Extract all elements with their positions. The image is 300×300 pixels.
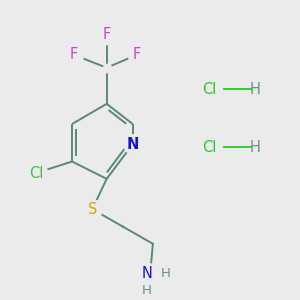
Text: H: H <box>142 284 152 297</box>
Text: N: N <box>127 137 139 152</box>
Text: Cl: Cl <box>202 140 216 154</box>
Text: F: F <box>133 47 141 62</box>
Text: Cl: Cl <box>202 82 216 97</box>
Text: S: S <box>88 202 97 217</box>
Text: H: H <box>161 267 171 280</box>
Text: Cl: Cl <box>29 166 43 181</box>
Text: H: H <box>250 82 261 97</box>
Text: F: F <box>69 47 78 62</box>
Text: H: H <box>250 140 261 154</box>
Text: F: F <box>103 27 111 42</box>
Text: N: N <box>142 266 153 281</box>
